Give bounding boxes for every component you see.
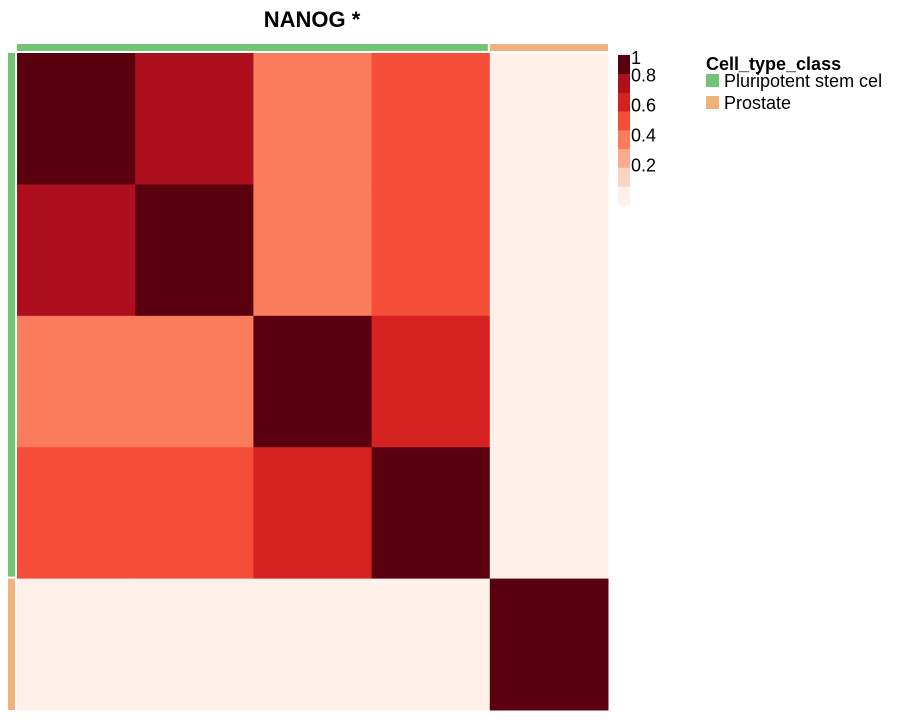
heatmap-cell-r3-c2 (253, 447, 373, 580)
heatmap-cell-r4-c4 (489, 578, 609, 711)
heatmap-cell-r3-c1 (135, 447, 254, 580)
heatmap-cell-r1-c3 (371, 184, 491, 317)
top-annotation-segment (17, 44, 488, 51)
top-annotation-segment (489, 44, 608, 51)
heatmap-cell-r2-c4 (489, 315, 609, 448)
heatmap-cell-r0-c1 (135, 53, 254, 185)
heatmap-cell-r0-c3 (371, 53, 491, 185)
colorbar-swatch (618, 73, 630, 93)
colorbar-ticks: 10.8 0.6 0.4 0.2 (630, 48, 656, 176)
colorbar-tick-label: 0.4 (631, 126, 656, 146)
legend-swatch (706, 74, 719, 87)
legend-swatch (706, 96, 719, 109)
heatmap-cell-r0-c0 (17, 53, 136, 185)
heatmap-cell-r4-c0 (17, 578, 136, 711)
heatmap-cell-r0-c4 (489, 53, 609, 185)
legend-label: Pluripotent stem cel (724, 71, 882, 91)
heatmap-cell-r4-c3 (371, 578, 491, 711)
heatmap-cell-r4-c1 (135, 578, 254, 711)
left-annotation-bar (8, 53, 15, 710)
heatmap-cell-r2-c2 (253, 315, 373, 448)
heatmap-cell-r2-c1 (135, 315, 254, 448)
colorbar (618, 55, 630, 206)
heatmap-cells (17, 53, 609, 711)
heatmap-cell-r3-c4 (489, 447, 609, 580)
colorbar-swatch (618, 111, 630, 131)
heatmap-cell-r2-c3 (371, 315, 491, 448)
left-annotation-segment (8, 578, 15, 710)
heatmap-cell-r4-c2 (253, 578, 373, 711)
colorbar-swatch (618, 186, 630, 206)
colorbar-tick-label: 0.2 (631, 156, 656, 176)
heatmap-cell-r1-c2 (253, 184, 373, 317)
legend-label: Prostate (724, 93, 791, 113)
colorbar-swatch (618, 92, 630, 112)
chart-title: NANOG * (264, 7, 361, 32)
heatmap-cell-r1-c0 (17, 184, 136, 317)
heatmap-cell-r2-c0 (17, 315, 136, 448)
colorbar-tick-label: 0.8 (631, 66, 656, 86)
colorbar-tick-label: 1 (631, 48, 641, 68)
legend-title: Cell_type_class (706, 54, 841, 74)
colorbar-swatch (618, 55, 630, 75)
colorbar-swatch (618, 130, 630, 150)
colorbar-tick-label: 0.6 (631, 96, 656, 116)
heatmap-cell-r1-c4 (489, 184, 609, 317)
heatmap-cell-r3-c0 (17, 447, 136, 580)
colorbar-swatch (618, 148, 630, 168)
heatmap-cell-r3-c3 (371, 447, 491, 580)
heatmap-cell-r0-c2 (253, 53, 373, 185)
left-annotation-segment (8, 53, 15, 577)
top-annotation-bar (17, 44, 608, 51)
heatmap-cell-r1-c1 (135, 184, 254, 317)
colorbar-swatch (618, 167, 630, 187)
